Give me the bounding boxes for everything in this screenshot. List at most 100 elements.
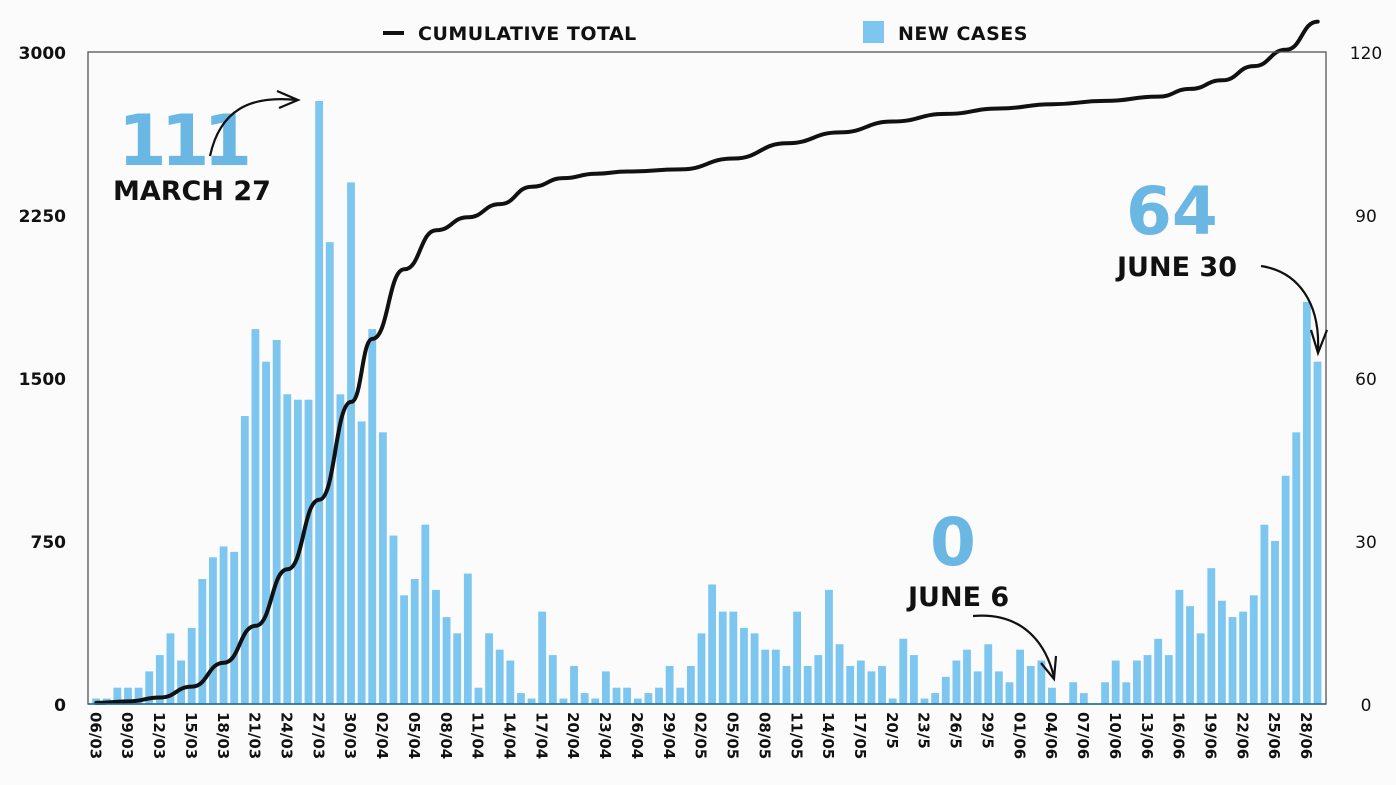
bar-new-cases (1122, 682, 1131, 704)
bar-new-cases (1101, 682, 1109, 704)
x-tick-label: 07/06 (1074, 712, 1092, 759)
bar-new-cases (442, 617, 451, 704)
x-tick-label: 29/04 (660, 712, 678, 759)
bar-new-cases (1026, 665, 1035, 704)
bar-new-cases (389, 535, 398, 704)
x-tick-label: 17/04 (532, 712, 550, 759)
x-tick-label: 14/05 (819, 712, 837, 759)
bar-new-cases (931, 693, 940, 704)
bar-new-cases (835, 644, 844, 704)
bar-new-cases (304, 399, 313, 704)
bar-new-cases (463, 573, 472, 704)
bar-new-cases (750, 633, 759, 704)
y-right-tick-label: 60 (1355, 370, 1377, 390)
annotation-zero-date: JUNE 6 (906, 582, 1009, 613)
bar-new-cases (718, 611, 727, 704)
y-axis-right: 0 30 60 90 120 (1350, 44, 1382, 716)
bar-new-cases (1260, 524, 1269, 704)
bar-new-cases (1005, 682, 1014, 704)
annotation-last: 64 JUNE 30 (1115, 173, 1329, 357)
y-left-tick-label: 3000 (19, 44, 66, 64)
bar-new-cases (878, 665, 886, 704)
bar-new-cases (495, 649, 504, 704)
bar-new-cases (1154, 638, 1163, 704)
bar-new-cases (347, 182, 355, 704)
bar-new-cases (1186, 606, 1194, 704)
bar-new-cases (1302, 301, 1311, 704)
bar-new-cases (655, 687, 663, 704)
x-tick-label: 22/06 (1233, 712, 1251, 759)
annotation-last-date: JUNE 30 (1115, 252, 1237, 283)
bar-new-cases (708, 584, 717, 704)
bar-new-cases (187, 627, 196, 704)
x-tick-label: 10/06 (1106, 712, 1124, 759)
y-right-tick-label: 120 (1350, 44, 1382, 64)
bar-new-cases (1228, 617, 1237, 704)
bar-new-cases (909, 655, 918, 704)
x-tick-label: 20/5 (883, 712, 901, 749)
x-tick-label: 11/05 (787, 712, 805, 759)
bar-new-cases (697, 633, 706, 704)
bar-new-cases (124, 687, 132, 704)
x-tick-label: 02/05 (692, 712, 710, 759)
bar-new-cases (1175, 589, 1184, 704)
bar-new-cases (506, 660, 515, 704)
x-tick-label: 04/06 (1042, 712, 1060, 759)
bar-new-cases (612, 687, 621, 704)
x-tick-label: 06/03 (86, 712, 104, 759)
bar-new-cases (952, 660, 961, 704)
x-tick-label: 26/5 (947, 712, 965, 749)
y-left-tick-label: 2250 (19, 207, 66, 227)
bar-new-cases (984, 644, 993, 704)
x-tick-label: 23/04 (596, 712, 614, 759)
x-tick-label: 08/04 (437, 712, 455, 759)
legend-square-marker (863, 21, 884, 43)
x-tick-label: 18/03 (214, 712, 232, 759)
bar-new-cases (336, 394, 345, 704)
bar-new-cases (814, 655, 823, 704)
bar-new-cases (1217, 600, 1226, 704)
bar-new-cases (315, 100, 324, 704)
x-tick-label: 05/05 (724, 712, 742, 759)
bar-new-cases (113, 687, 122, 704)
annotation-peak-arrowhead (276, 89, 301, 110)
bar-new-cases (272, 339, 281, 704)
bar-new-cases (803, 665, 812, 704)
bar-new-cases (856, 660, 865, 704)
x-tick-label: 11/04 (469, 712, 487, 759)
bar-new-cases (517, 693, 525, 704)
bar-new-cases (538, 611, 547, 704)
bar-new-cases (1239, 611, 1248, 704)
bar-new-cases (1016, 649, 1025, 704)
bar-new-cases (920, 698, 929, 704)
bar-new-cases (580, 693, 589, 704)
x-tick-label: 25/06 (1265, 712, 1283, 759)
bar-new-cases (410, 579, 419, 704)
cumulative-total-line (94, 19, 1320, 705)
bar-new-cases (570, 665, 578, 704)
bar-new-cases (665, 665, 674, 704)
y-left-tick-label: 1500 (19, 370, 66, 390)
annotation-zero-arrowhead (1040, 655, 1058, 682)
bar-new-cases (899, 638, 908, 704)
annotation-zero-arrow (972, 614, 1056, 678)
bar-new-cases (474, 687, 483, 704)
bar-new-cases (548, 655, 557, 704)
bar-new-cases (591, 698, 600, 704)
bar-new-cases (1249, 595, 1258, 704)
y-axis-left: 0 750 1500 2250 3000 (19, 44, 66, 716)
bar-new-cases (145, 671, 154, 704)
bar-new-cases (1271, 541, 1279, 704)
bar-new-cases (198, 579, 207, 704)
bar-new-cases (973, 671, 982, 704)
legend: CUMULATIVE TOTAL NEW CASES (383, 21, 1027, 45)
x-tick-label: 14/04 (501, 712, 519, 759)
annotation-last-arrowhead (1309, 329, 1329, 357)
bar-new-cases (400, 595, 409, 704)
x-tick-label: 26/04 (628, 712, 646, 759)
bar-new-cases (251, 329, 260, 704)
x-tick-label: 20/04 (564, 712, 582, 759)
x-tick-label: 02/04 (373, 712, 391, 759)
bar-new-cases (357, 421, 366, 704)
